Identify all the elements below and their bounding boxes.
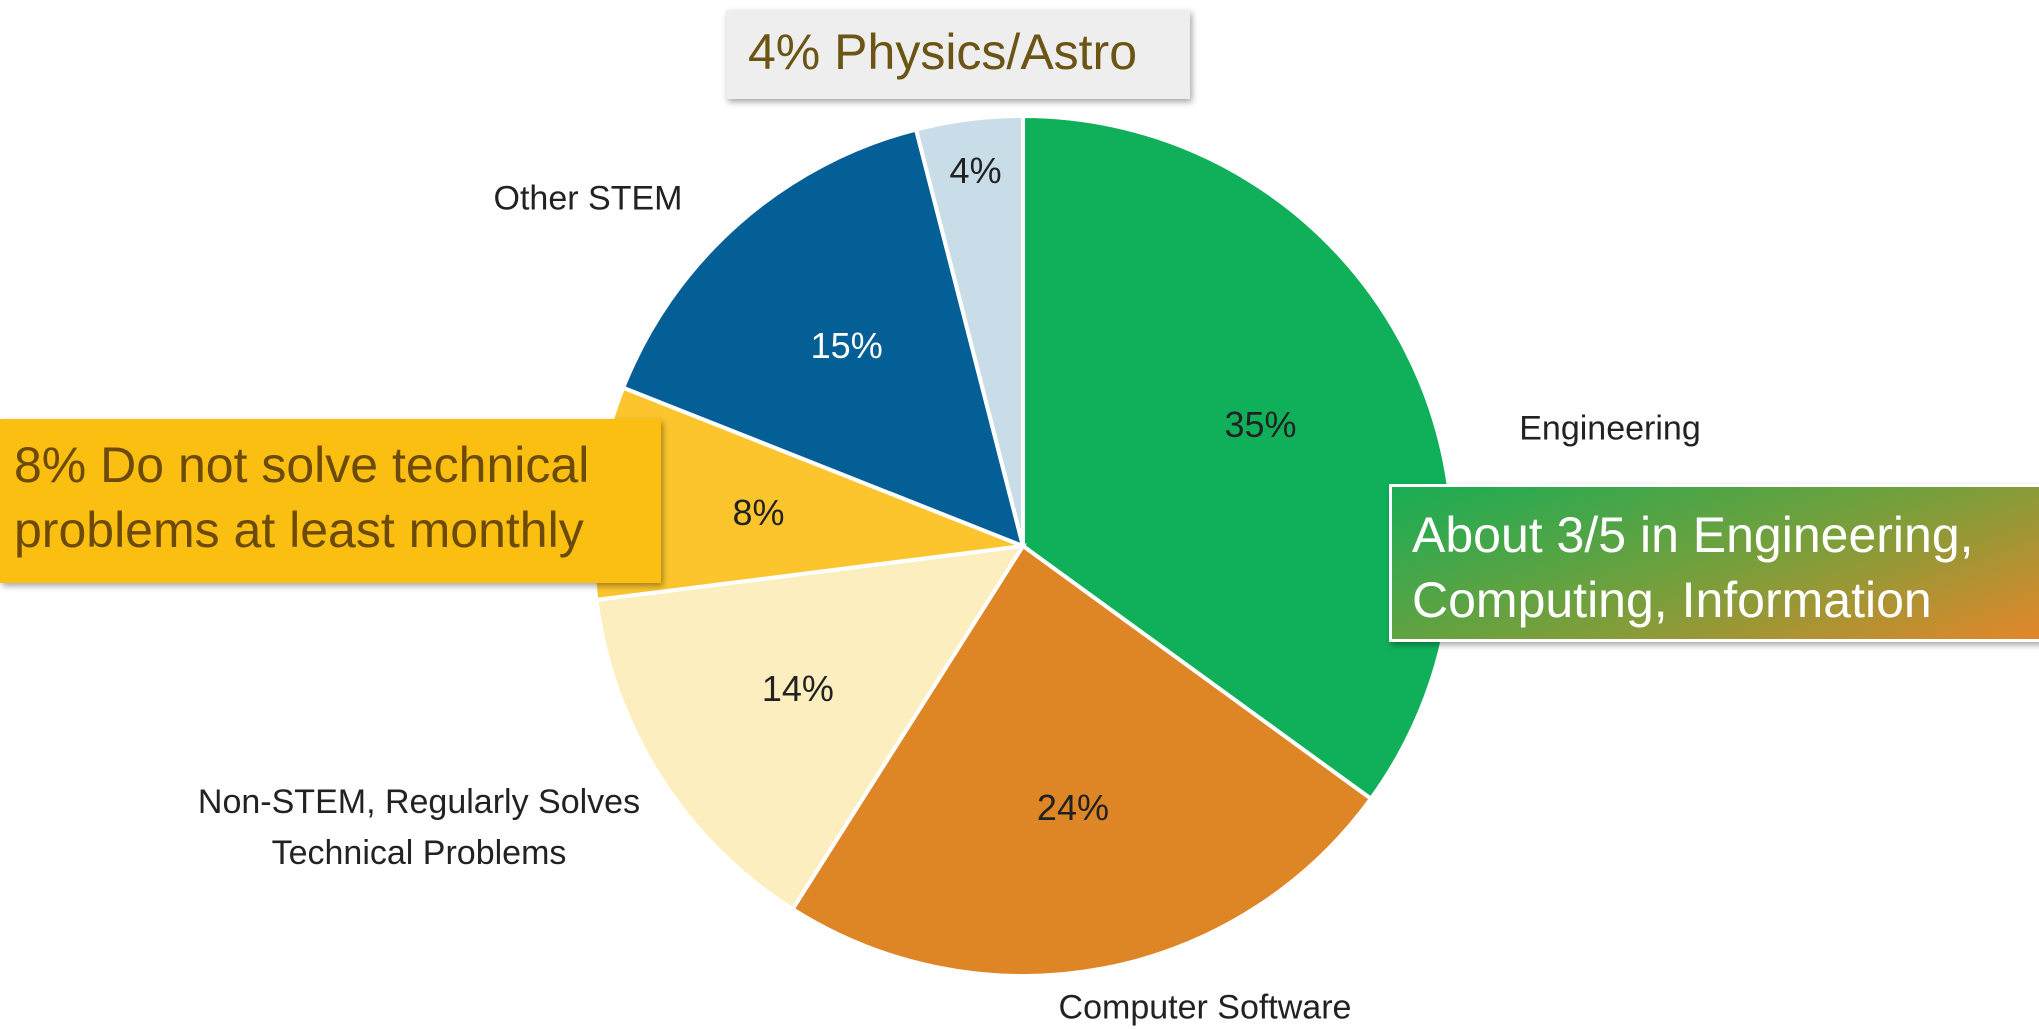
data-label: 15% [810,325,883,367]
data-label: 8% [732,491,785,533]
pie-slice [789,543,1374,978]
pie-slice [594,543,1027,912]
pie-slice [1021,113,1455,802]
category-label: Computer Software [1058,988,1352,1027]
data-label: 4% [949,149,1002,191]
category-label: Engineering [1519,409,1701,448]
pie-slice [913,113,1025,547]
pie-slice [620,127,1026,550]
data-label: 35% [1224,403,1297,445]
annotation: 4% Physics/Astro [726,10,1190,99]
data-label: 14% [761,667,834,709]
data-label: 24% [1036,786,1109,828]
annotation: 8% Do not solve technical problems at le… [0,419,661,583]
category-label: Other STEM [493,179,683,218]
annotation: About 3/5 in Engineering, Computing, Inf… [1389,484,2039,642]
category-label: Non-STEM, Regularly Solves Technical Pro… [197,783,641,872]
